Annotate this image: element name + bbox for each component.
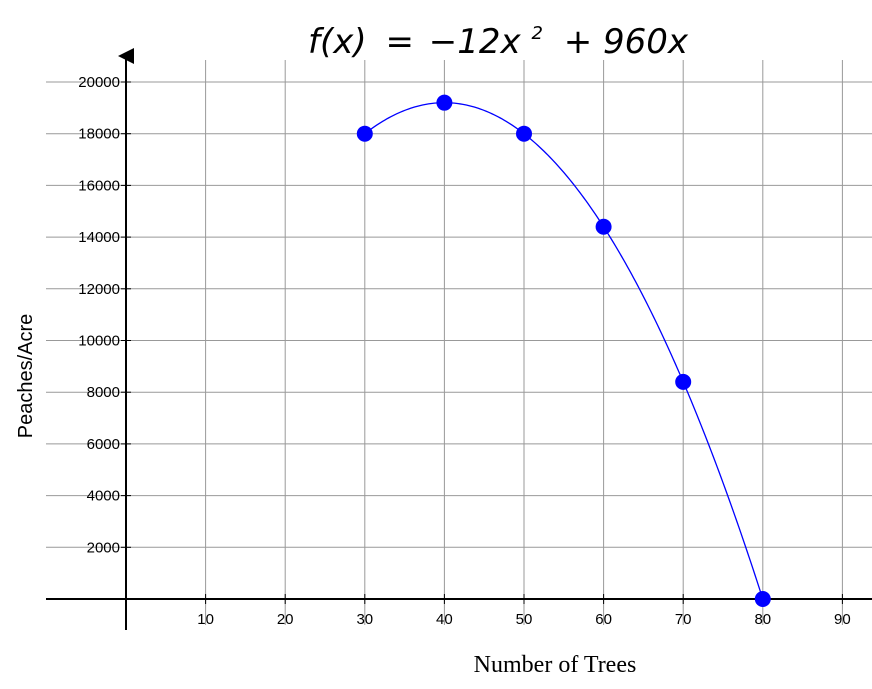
data-point <box>436 94 453 111</box>
x-axis-label: Number of Trees <box>474 652 637 678</box>
data-point <box>595 218 612 235</box>
function-curve-layer <box>364 102 764 600</box>
y-tick-label: 6000 <box>87 436 120 453</box>
x-tick-label: 50 <box>516 611 533 628</box>
y-tick-label: 16000 <box>78 177 120 194</box>
y-tick-label: 18000 <box>78 126 120 143</box>
tick-labels: 10 20 30 40 50 60 70 80 90 2000 4000 6000 8000 10000 1… <box>78 74 850 628</box>
x-tick-label: 80 <box>754 611 771 628</box>
x-tick-label: 90 <box>834 611 851 628</box>
x-tick-label: 30 <box>356 611 373 628</box>
y-tick-label: 12000 <box>78 281 120 298</box>
y-tick-label: 8000 <box>87 384 120 401</box>
x-tick-label: 40 <box>436 611 453 628</box>
y-tick-label: 2000 <box>87 539 120 556</box>
x-tick-label: 20 <box>277 611 294 628</box>
data-point <box>675 373 692 390</box>
data-point <box>754 591 771 607</box>
y-tick-label: 10000 <box>78 333 120 350</box>
function-curve <box>364 102 764 600</box>
x-tick-label: 70 <box>675 611 692 628</box>
x-tick-label: 10 <box>197 611 214 628</box>
x-tick-label: 60 <box>595 611 612 628</box>
y-axis-label: Peaches/Acre <box>15 314 37 439</box>
grid <box>46 60 872 625</box>
data-point <box>516 125 532 142</box>
axes <box>46 48 872 630</box>
data-points <box>356 94 771 607</box>
data-point <box>356 125 373 142</box>
y-tick-label: 20000 <box>78 74 120 91</box>
y-tick-label: 14000 <box>78 229 120 246</box>
chart-title: f(x) = −12x 2 + 960x <box>308 8 689 62</box>
y-tick-label: 4000 <box>87 488 120 505</box>
